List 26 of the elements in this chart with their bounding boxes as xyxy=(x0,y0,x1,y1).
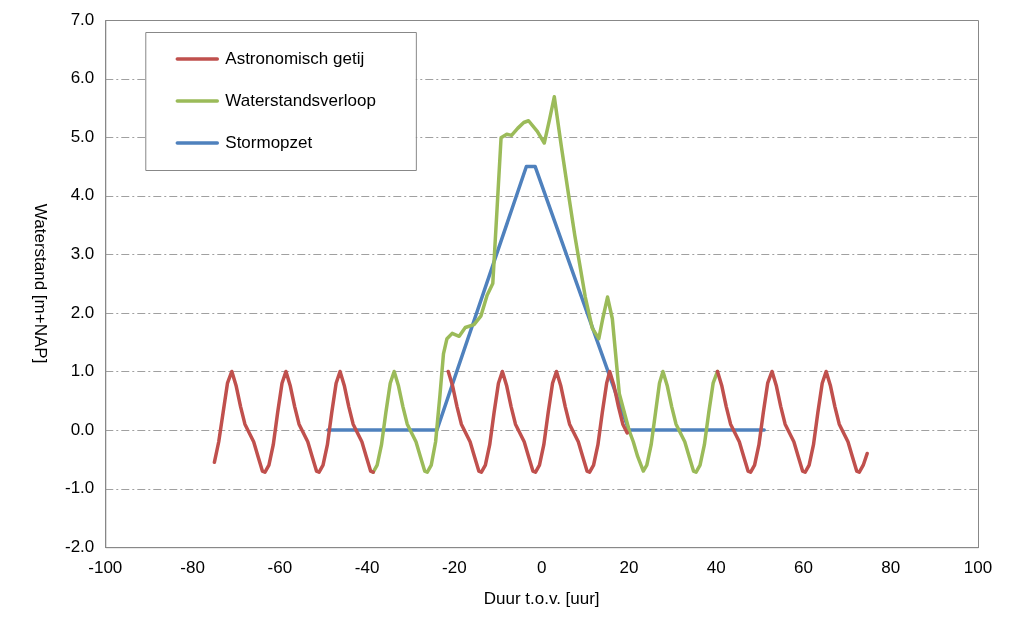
y-tick-label: 5.0 xyxy=(70,126,95,146)
legend-label: Waterstandsverloop xyxy=(225,90,376,110)
x-tick-label: 60 xyxy=(794,558,813,578)
y-tick-label: -2.0 xyxy=(65,536,95,556)
x-tick-label: 80 xyxy=(881,558,901,578)
x-tick-label: 0 xyxy=(536,558,547,578)
y-tick-label: 4.0 xyxy=(70,185,95,205)
y-tick-label: 2.0 xyxy=(70,302,95,322)
y-tick-label: 7.0 xyxy=(70,9,95,29)
y-tick-label: -1.0 xyxy=(65,478,95,498)
x-tick-label: 20 xyxy=(619,558,639,578)
x-tick-label: -60 xyxy=(267,558,293,578)
y-tick-label: 0.0 xyxy=(70,419,95,439)
y-tick-label: 3.0 xyxy=(70,244,95,263)
legend-label: Stormopzet xyxy=(225,132,313,152)
x-tick-label: -20 xyxy=(442,558,467,578)
x-tick-label: 40 xyxy=(706,558,726,578)
x-tick-label: -100 xyxy=(88,558,123,578)
y-axis-title: Waterstand [m+NAP] xyxy=(31,203,51,364)
x-tick-label: -40 xyxy=(354,558,380,578)
x-axis-title: Duur t.o.v. [uur] xyxy=(483,589,600,609)
y-tick-label: 6.0 xyxy=(70,68,95,88)
legend-label: Astronomisch getij xyxy=(225,48,365,68)
x-tick-label: -80 xyxy=(180,558,205,578)
y-tick-label: 1.0 xyxy=(70,361,95,381)
x-tick-label: 100 xyxy=(963,558,993,578)
